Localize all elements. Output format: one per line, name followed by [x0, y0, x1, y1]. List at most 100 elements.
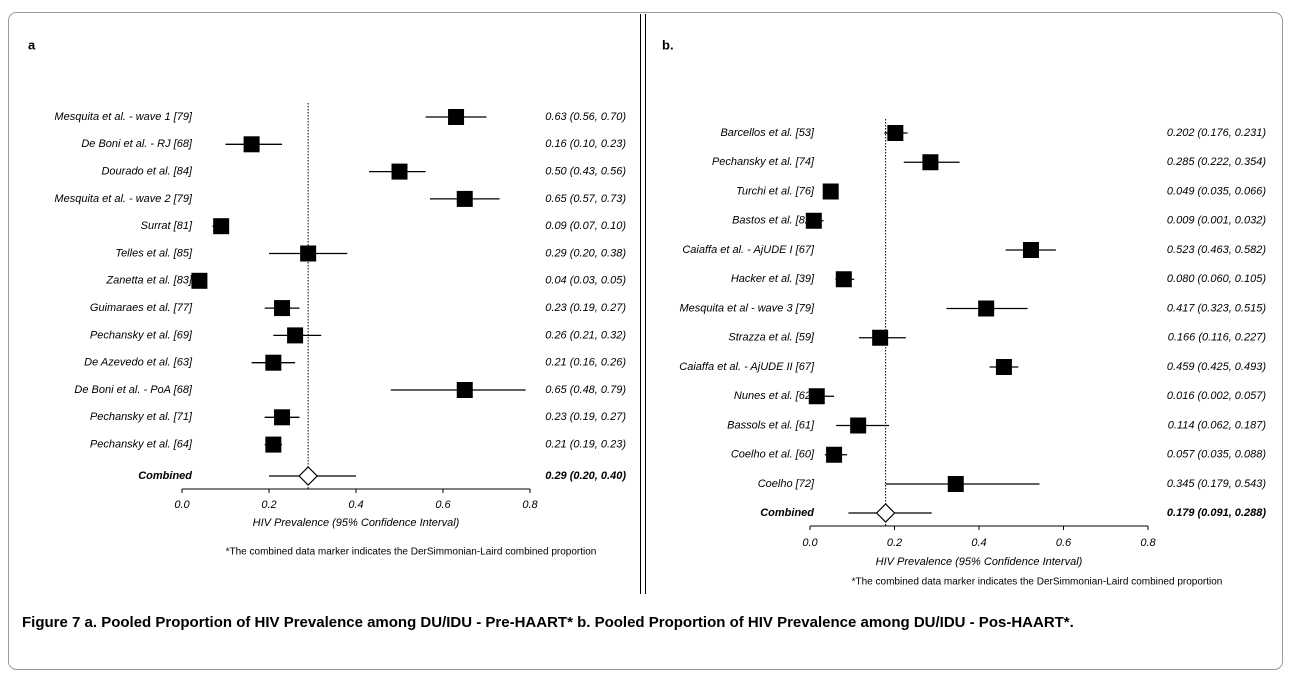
- study-label: Pechansky et al. [69]: [90, 329, 193, 341]
- study-label: De Azevedo et al. [63]: [84, 357, 193, 369]
- study-label: Mesquita et al - wave 3 [79]: [679, 302, 814, 314]
- x-axis-label: HIV Prevalence (95% Confidence Interval): [253, 517, 460, 529]
- study-label: Dourado et al. [84]: [101, 166, 192, 178]
- x-tick-label: 0.4: [971, 537, 986, 549]
- value-label: 0.63 (0.56, 0.70): [545, 111, 626, 123]
- footnote: *The combined data marker indicates the …: [852, 577, 1223, 588]
- estimate-box: [274, 409, 291, 426]
- study-label: Bassols et al. [61]: [727, 419, 815, 431]
- value-label: 0.23 (0.19, 0.27): [545, 302, 626, 314]
- panel-label: b.: [662, 37, 674, 52]
- estimate-box: [287, 327, 304, 344]
- estimate-box: [978, 300, 995, 317]
- value-label: 0.417 (0.323, 0.515): [1167, 302, 1266, 314]
- study-label: Coelho et al. [60]: [731, 449, 815, 461]
- value-label: 0.65 (0.57, 0.73): [545, 193, 626, 205]
- value-label: 0.65 (0.48, 0.79): [545, 384, 626, 396]
- study-label: Coelho [72]: [758, 478, 815, 490]
- x-tick-label: 0.8: [522, 499, 538, 511]
- value-label: 0.21 (0.19, 0.23): [545, 439, 626, 451]
- x-tick-label: 0.0: [802, 537, 818, 549]
- x-tick-label: 0.2: [261, 499, 276, 511]
- value-label: 0.29 (0.20, 0.38): [545, 247, 626, 259]
- study-label: De Boni et al. - RJ [68]: [81, 138, 193, 150]
- estimate-box: [887, 125, 904, 141]
- study-label: De Boni et al. - PoA [68]: [74, 384, 193, 396]
- study-label: Bastos et al. [82]: [732, 215, 815, 227]
- caption: Figure 7 a. Pooled Proportion of HIV Pre…: [22, 611, 1267, 635]
- value-label: 0.114 (0.062, 0.187): [1168, 419, 1267, 431]
- study-label: Caiaffa et al. - AjUDE I [67]: [682, 244, 815, 256]
- value-label: 0.202 (0.176, 0.231): [1167, 127, 1266, 139]
- x-tick-label: 0.0: [174, 499, 190, 511]
- value-label: 0.009 (0.001, 0.032): [1167, 215, 1266, 227]
- estimate-box: [391, 163, 408, 180]
- estimate-box: [456, 190, 473, 207]
- value-label: 0.26 (0.21, 0.32): [545, 329, 626, 341]
- study-label: Hacker et al. [39]: [731, 273, 815, 285]
- study-label: Barcellos et al. [53]: [720, 127, 814, 139]
- estimate-box: [995, 359, 1012, 375]
- value-label: 0.049 (0.035, 0.066): [1167, 185, 1266, 197]
- estimate-box: [265, 354, 282, 371]
- estimate-box: [213, 218, 230, 235]
- study-label: Guimaraes et al. [77]: [90, 302, 193, 314]
- caption-text: a. Pooled Proportion of HIV Prevalence a…: [84, 614, 1074, 631]
- study-label: Mesquita et al. - wave 1 [79]: [54, 111, 193, 123]
- estimate-box: [808, 388, 825, 405]
- estimate-box: [448, 109, 465, 125]
- value-label: 0.523 (0.463, 0.582): [1167, 244, 1266, 256]
- value-label: 0.345 (0.179, 0.543): [1167, 478, 1266, 490]
- value-label: 0.016 (0.002, 0.057): [1167, 390, 1266, 402]
- value-label: 0.04 (0.03, 0.05): [545, 275, 626, 287]
- x-tick-label: 0.6: [1056, 537, 1072, 549]
- study-label: Pechansky et al. [74]: [712, 156, 815, 168]
- estimate-box: [850, 417, 867, 434]
- estimate-box: [300, 245, 317, 262]
- combined-diamond: [298, 466, 318, 486]
- panel-label: a: [28, 37, 36, 52]
- combined-diamond: [875, 503, 896, 523]
- value-label: 0.16 (0.10, 0.23): [545, 138, 626, 150]
- estimate-box: [822, 183, 839, 200]
- x-tick-label: 0.4: [348, 499, 363, 511]
- value-label: 0.057 (0.035, 0.088): [1167, 449, 1266, 461]
- estimate-box: [191, 272, 208, 289]
- estimate-box: [274, 300, 291, 317]
- value-label: 0.21 (0.16, 0.26): [545, 357, 626, 369]
- estimate-box: [947, 476, 964, 492]
- study-label: Telles et al. [85]: [115, 247, 193, 259]
- x-tick-label: 0.6: [435, 499, 451, 511]
- estimate-box: [243, 136, 260, 153]
- x-tick-label: 0.2: [887, 537, 902, 549]
- study-label: Caiaffa et al. - AjUDE II [67]: [679, 361, 815, 373]
- value-label: 0.50 (0.43, 0.56): [545, 166, 626, 178]
- estimate-box: [835, 271, 852, 288]
- study-label: Surrat [81]: [141, 220, 193, 232]
- footnote: *The combined data marker indicates the …: [226, 547, 597, 558]
- combined-label: Combined: [138, 470, 192, 482]
- value-label: 0.166 (0.116, 0.227): [1168, 332, 1267, 344]
- study-label: Pechansky et al. [64]: [90, 439, 193, 451]
- x-axis-label: HIV Prevalence (95% Confidence Interval): [876, 556, 1083, 568]
- estimate-box: [1022, 242, 1039, 258]
- value-label: 0.080 (0.060, 0.105): [1167, 273, 1266, 285]
- value-label: 0.285 (0.222, 0.354): [1167, 156, 1266, 168]
- estimate-box: [265, 436, 282, 453]
- figure-label: Figure 7: [22, 614, 81, 631]
- estimate-box: [922, 154, 939, 171]
- estimate-box: [805, 212, 822, 229]
- estimate-box: [456, 382, 473, 398]
- study-label: Zanetta et al. [83]: [105, 275, 193, 287]
- figure-border: [8, 12, 1283, 670]
- study-label: Nunes et al. [62]: [734, 390, 815, 402]
- value-label: 0.23 (0.19, 0.27): [545, 411, 626, 423]
- x-tick-label: 0.8: [1140, 537, 1156, 549]
- combined-value-label: 0.179 (0.091, 0.288): [1167, 507, 1266, 519]
- combined-value-label: 0.29 (0.20, 0.40): [545, 470, 626, 482]
- estimate-box: [826, 446, 843, 463]
- study-label: Pechansky et al. [71]: [90, 411, 193, 423]
- estimate-box: [872, 329, 889, 346]
